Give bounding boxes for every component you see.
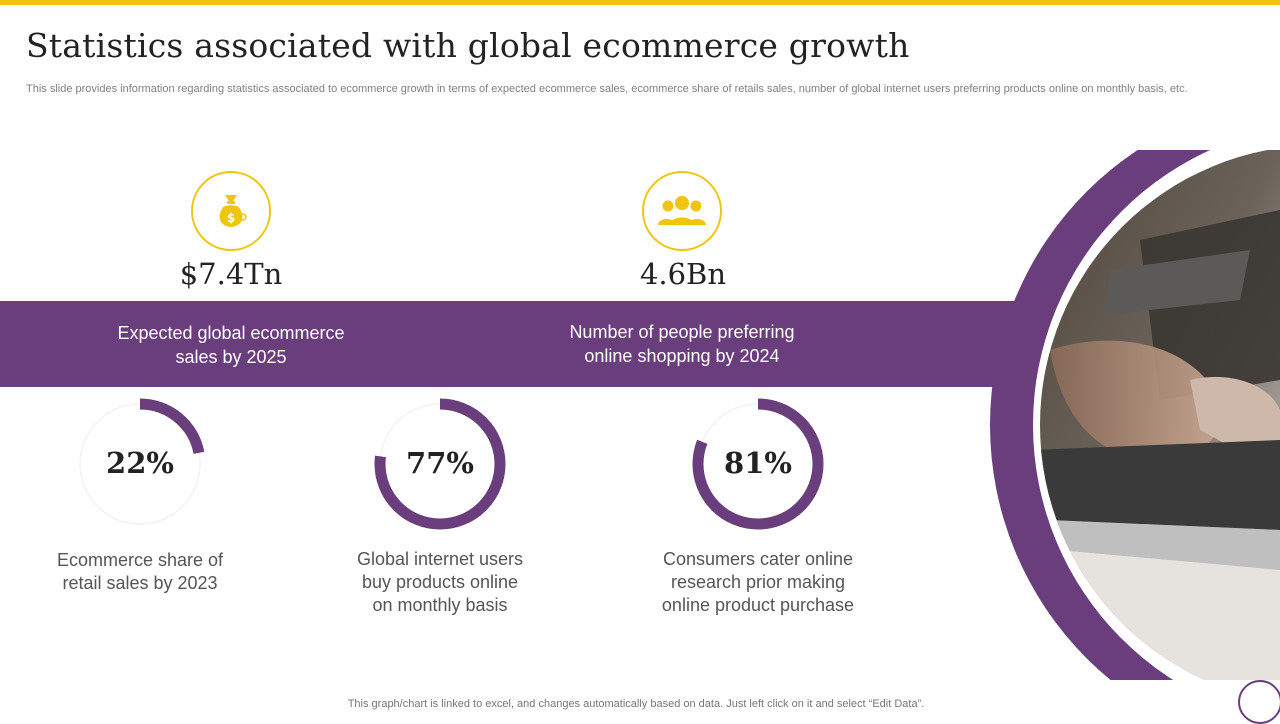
slide-title: Statistics associated with global ecomme… bbox=[26, 26, 910, 65]
laptop-photo bbox=[990, 150, 1280, 680]
stat-label-sales-line2: sales by 2025 bbox=[175, 347, 287, 367]
stat-value-sales: $7.4Tn bbox=[179, 257, 283, 291]
donut-label-line1: Ecommerce share of bbox=[56, 550, 224, 570]
money-bag-icon: $ bbox=[219, 195, 247, 227]
donut-label-line3: on monthly basis bbox=[372, 595, 508, 615]
donut-label-line3: online product purchase bbox=[661, 595, 855, 615]
donut-label-line2: retail sales by 2023 bbox=[62, 573, 218, 593]
donut-label-line1: Consumers cater online bbox=[662, 549, 854, 569]
donut-label-retail-share: Ecommerce share of retail sales by 2023 bbox=[20, 549, 260, 595]
people-icon-circle bbox=[642, 171, 722, 251]
donut-value-consumer-research: 81% bbox=[724, 446, 792, 480]
donut-chart-consumer-research bbox=[692, 398, 824, 530]
donut-chart-retail-share bbox=[74, 398, 206, 530]
slide-subtitle: This slide provides information regardin… bbox=[26, 83, 1188, 95]
donut-label-internet-users: Global internet users buy products onlin… bbox=[320, 548, 560, 617]
stat-value-shoppers: 4.6Bn bbox=[639, 257, 727, 291]
people-group-icon bbox=[658, 196, 706, 225]
stat-label-sales-line1: Expected global ecommerce bbox=[117, 323, 345, 343]
donut-value-retail-share: 22% bbox=[106, 446, 174, 480]
top-accent-bar bbox=[0, 0, 1280, 5]
donut-label-consumer-research: Consumers cater online research prior ma… bbox=[638, 548, 878, 617]
svg-text:$: $ bbox=[227, 211, 235, 225]
donut-chart-internet-users bbox=[374, 398, 506, 530]
donut-arc bbox=[374, 398, 506, 530]
money-icon-circle: $ bbox=[191, 171, 271, 251]
corner-ring-decoration bbox=[1238, 680, 1280, 724]
stat-label-shoppers: Number of people preferring online shopp… bbox=[532, 320, 832, 368]
stats-band bbox=[0, 301, 1060, 387]
donut-label-line2: research prior making bbox=[670, 572, 846, 592]
stat-label-shoppers-line2: online shopping by 2024 bbox=[584, 346, 780, 366]
stat-label-sales: Expected global ecommerce sales by 2025 bbox=[81, 321, 381, 369]
stat-label-shoppers-line1: Number of people preferring bbox=[569, 322, 795, 342]
donut-arc bbox=[692, 398, 824, 530]
donut-value-internet-users: 77% bbox=[406, 446, 474, 480]
footer-note: This graph/chart is linked to excel, and… bbox=[347, 698, 925, 710]
donut-arc bbox=[74, 398, 206, 530]
donut-label-line2: buy products online bbox=[361, 572, 519, 592]
donut-label-line1: Global internet users bbox=[356, 549, 524, 569]
